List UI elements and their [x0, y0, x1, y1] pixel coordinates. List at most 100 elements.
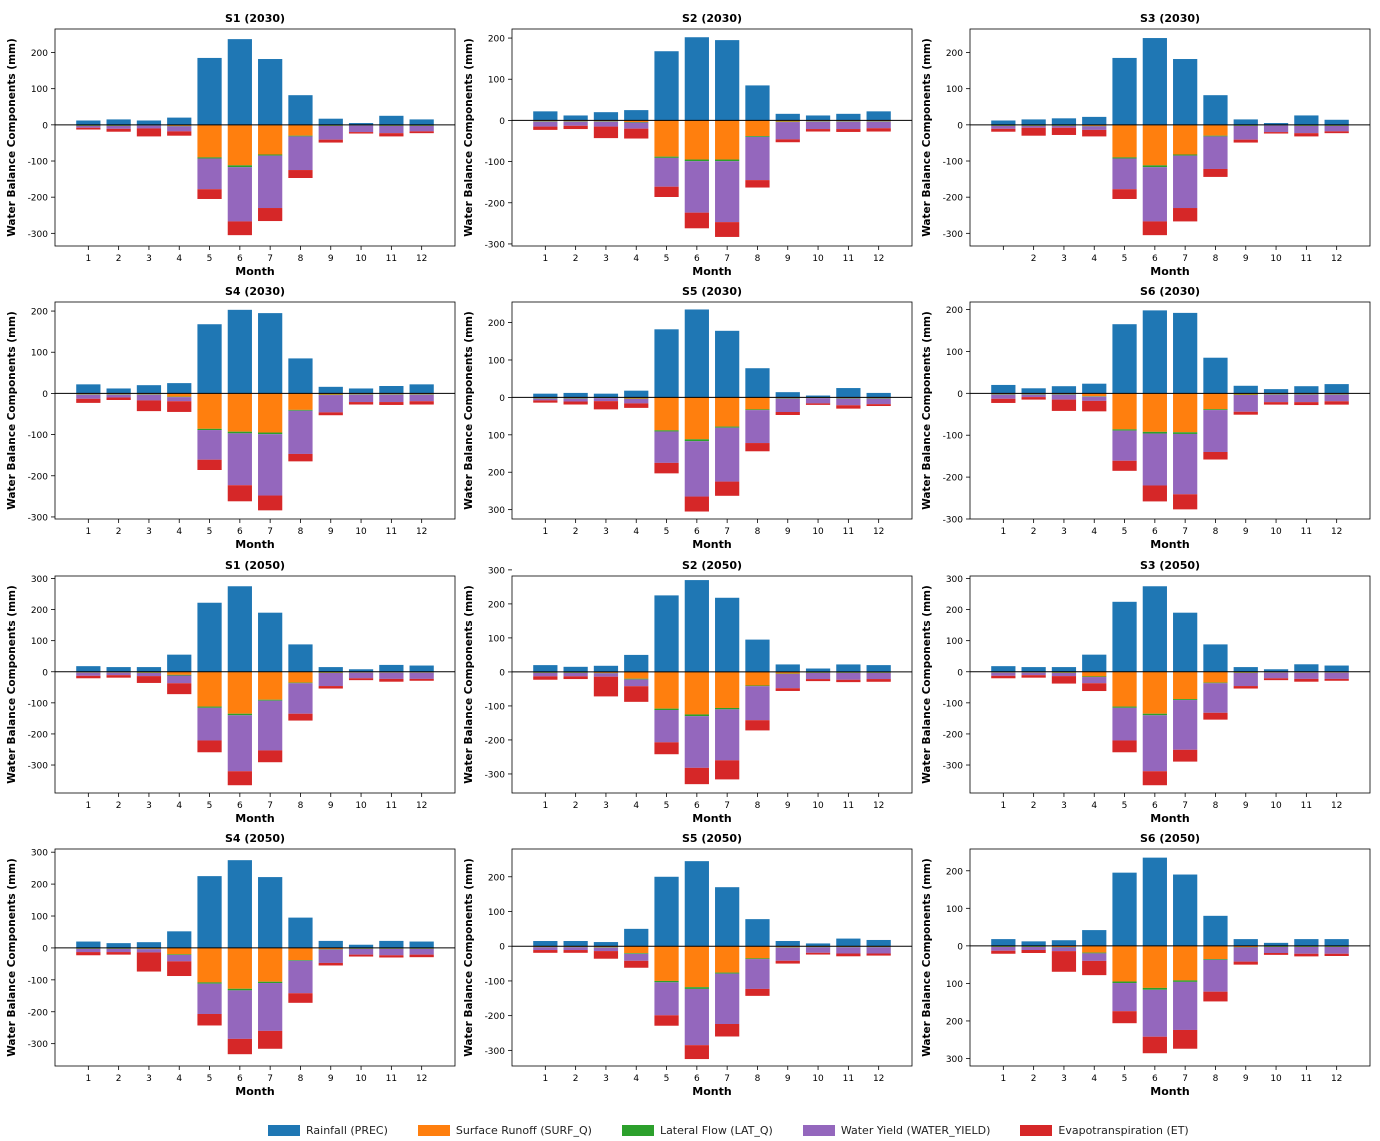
- bar-prec: [1294, 664, 1319, 672]
- y-tick-label: -200: [943, 474, 964, 484]
- y-tick-label: 0: [42, 668, 48, 678]
- bar-water-yield: [715, 709, 740, 761]
- legend-label-et: Evapotranspiration (ET): [1058, 1123, 1189, 1137]
- bar-et: [624, 960, 649, 968]
- x-tick-label: 6: [237, 254, 243, 264]
- bar-prec: [348, 123, 374, 125]
- bar-water-yield: [348, 672, 374, 679]
- chart-title: S3 (2030): [1140, 12, 1200, 25]
- bar-lat-q: [1142, 431, 1167, 434]
- bar-water-yield: [624, 398, 649, 404]
- bar-water-yield: [1021, 946, 1046, 950]
- bar-lat-q: [227, 988, 252, 991]
- bar-et: [106, 397, 131, 400]
- subplot-10: S4 (2050) -300 -200 -100 0 100 200 300 Water Bal…: [6, 832, 456, 1098]
- bar-et: [409, 131, 434, 134]
- bar-water-yield: [167, 397, 192, 402]
- bar-water-yield: [227, 715, 252, 772]
- bar-et: [1112, 1011, 1137, 1024]
- bar-prec: [1142, 857, 1167, 946]
- bar-prec: [1021, 941, 1046, 946]
- bar-water-yield: [348, 394, 374, 403]
- x-tick-label: 9: [785, 527, 791, 537]
- y-axis-label: Water Balance Components (mm): [6, 311, 18, 510]
- y-tick-label: -300: [28, 1040, 49, 1050]
- y-axis-label: Water Balance Components (mm): [921, 585, 933, 784]
- bar-water-yield: [1051, 947, 1077, 952]
- bar-lat-q: [654, 156, 679, 158]
- x-tick-label: 12: [1331, 527, 1342, 537]
- bar-water-yield: [684, 988, 709, 1046]
- bar-lat-q: [288, 960, 313, 961]
- x-tick-label: 6: [694, 527, 700, 537]
- bar-et: [76, 398, 101, 403]
- legend-swatch-lat-q: [621, 1124, 654, 1136]
- subplot-6: S6 (2030) -300 -200 -100 0 100 200 Water Balanc…: [921, 285, 1371, 551]
- y-tick-label: -200: [943, 194, 964, 204]
- y-tick-label: -100: [943, 158, 964, 168]
- bar-prec: [1173, 59, 1198, 125]
- x-tick-label: 9: [1243, 527, 1249, 537]
- y-tick-label: 200: [488, 873, 505, 883]
- x-tick-label: 3: [1061, 1074, 1067, 1084]
- y-tick-label: -300: [943, 230, 964, 240]
- x-tick-label: 12: [416, 801, 427, 811]
- bar-prec: [1112, 601, 1137, 672]
- bar-prec: [1203, 644, 1228, 672]
- y-tick-label: 100: [31, 913, 48, 923]
- bar-water-yield: [1082, 677, 1107, 684]
- x-tick-label: 3: [603, 1074, 609, 1084]
- bar-prec: [318, 118, 343, 125]
- bar-water-yield: [805, 121, 831, 130]
- bar-et: [1173, 494, 1198, 510]
- x-tick-label: 11: [843, 254, 854, 264]
- bar-water-yield: [624, 122, 649, 129]
- bar-prec: [866, 392, 891, 398]
- x-tick-label: 11: [843, 1074, 854, 1084]
- plot-frame: [54, 28, 456, 247]
- x-tick-label: 8: [298, 1074, 304, 1084]
- y-axis-label: Water Balance Components (mm): [463, 38, 475, 237]
- bar-prec: [991, 120, 1016, 125]
- bar-surf-q: [593, 946, 619, 948]
- bar-lat-q: [288, 409, 313, 411]
- y-tick-label: 100: [946, 348, 963, 358]
- bar-lat-q: [1173, 432, 1198, 434]
- x-tick-label: 8: [1213, 1074, 1219, 1084]
- bar-prec: [563, 941, 588, 947]
- bar-prec: [866, 111, 891, 121]
- x-tick-label: 5: [1122, 527, 1128, 537]
- bar-water-yield: [533, 947, 558, 951]
- x-tick-label: 7: [724, 254, 730, 264]
- bar-prec: [745, 85, 770, 121]
- bar-water-yield: [1021, 394, 1046, 398]
- bar-et: [775, 960, 800, 964]
- x-tick-label: 8: [755, 527, 761, 537]
- bar-water-yield: [167, 675, 192, 684]
- x-tick-label: 4: [633, 801, 639, 811]
- plot-frame: [511, 575, 913, 794]
- bar-water-yield: [1021, 125, 1046, 128]
- bar-water-yield: [197, 158, 222, 190]
- bar-water-yield: [106, 125, 131, 129]
- bar-prec: [1263, 942, 1289, 946]
- x-tick-label: 10: [1270, 254, 1282, 264]
- x-tick-label: 5: [664, 1074, 670, 1084]
- bar-prec: [1203, 357, 1228, 394]
- bar-et: [197, 459, 222, 470]
- bar-prec: [533, 941, 558, 947]
- subplot-11: S5 (2050) -300 -200 -100 0 100 200 Water Balanc…: [463, 832, 913, 1098]
- y-tick-label: -100: [485, 977, 506, 987]
- plot-frame: [969, 848, 1371, 1067]
- bar-et: [288, 170, 313, 179]
- bar-water-yield: [167, 954, 192, 962]
- bar-et: [684, 767, 709, 785]
- bar-et: [533, 676, 558, 680]
- bar-et: [866, 953, 891, 956]
- bar-et: [745, 720, 770, 731]
- bar-prec: [1142, 38, 1167, 125]
- bar-surf-q: [197, 947, 222, 983]
- bar-prec: [197, 602, 222, 672]
- y-tick-label: -200: [485, 736, 506, 746]
- bar-prec: [1082, 383, 1107, 394]
